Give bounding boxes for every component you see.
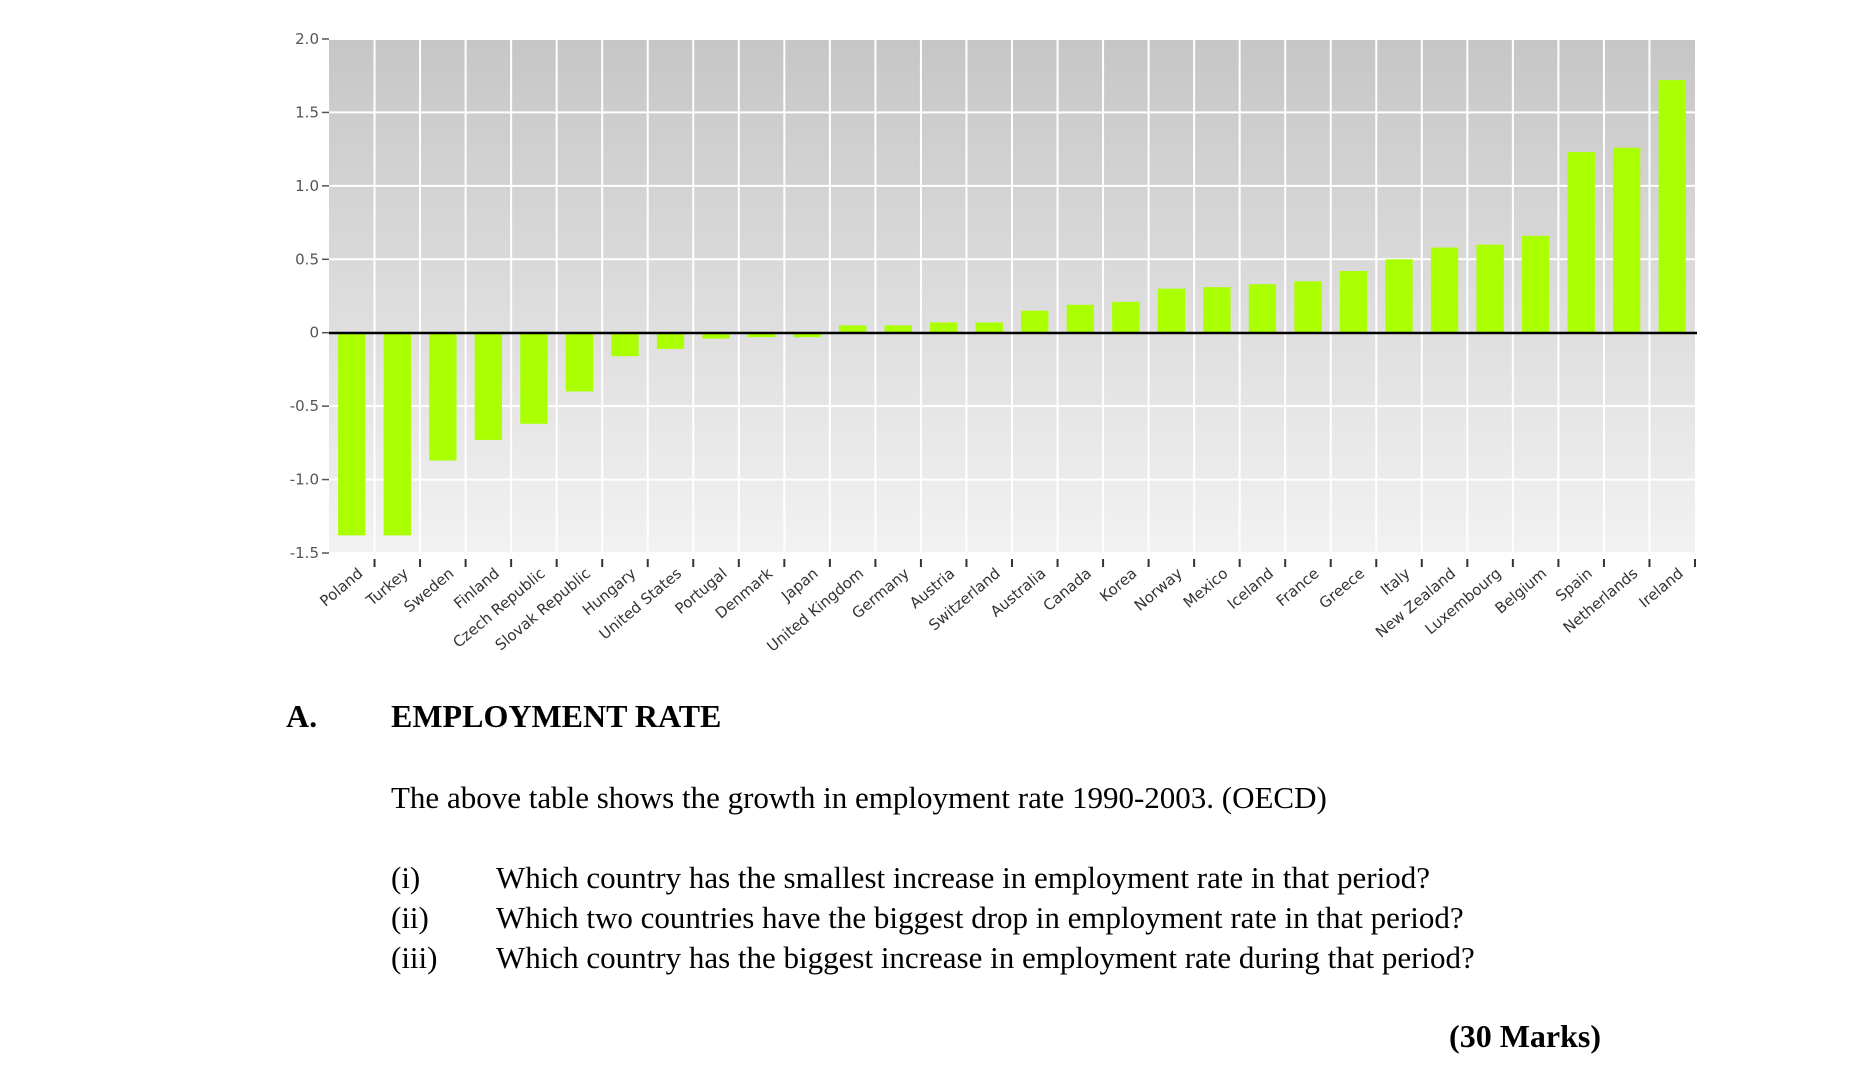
bar-czech-republic	[520, 332, 548, 424]
x-label-france: France	[1273, 564, 1323, 610]
bar-belgium	[1521, 235, 1550, 333]
bar-austria	[930, 322, 958, 333]
x-label-iceland: Iceland	[1224, 564, 1277, 613]
x-label-canada: Canada	[1040, 564, 1095, 614]
x-label-poland: Poland	[316, 564, 366, 610]
x-axis-ticks	[373, 559, 1696, 567]
bar-new-zealand	[1430, 247, 1459, 333]
bar-denmark	[747, 332, 776, 338]
bar-korea	[1112, 301, 1140, 333]
bar-united-kingdom	[838, 325, 867, 333]
bar-canada	[1066, 304, 1094, 333]
question-3-number: (iii)	[391, 940, 438, 975]
y-tick-label: 0	[309, 324, 319, 342]
bar-netherlands	[1613, 147, 1641, 333]
x-label-sweden: Sweden	[400, 564, 457, 616]
bar-hungary	[611, 332, 639, 357]
grid-lines	[329, 38, 1695, 554]
bar-slovak-republic	[565, 332, 594, 392]
bar-australia	[1021, 310, 1049, 333]
bar-japan	[793, 332, 821, 338]
bar-poland	[338, 332, 366, 536]
marks-label: (30 Marks)	[1449, 1018, 1601, 1054]
y-tick-label: 1.5	[295, 103, 319, 121]
bar-turkey	[383, 332, 411, 536]
bar-portugal	[702, 332, 730, 339]
bar-mexico	[1203, 287, 1231, 333]
bar-italy	[1385, 259, 1413, 333]
bar-sweden	[429, 332, 457, 461]
y-axis-ticks: 2.0 1.5 1.0 0.5 0 -0.5 -1.0 -1.5	[290, 30, 329, 562]
employment-growth-chart: 2.0 1.5 1.0 0.5 0 -0.5 -1.0 -1.5 PolandTurkeySw…	[290, 30, 1697, 655]
y-tick-label: 1.0	[295, 177, 319, 195]
x-label-norway: Norway	[1131, 564, 1186, 614]
y-tick-label: -1.5	[290, 544, 319, 562]
section-title: EMPLOYMENT RATE	[391, 698, 722, 734]
bar-finland	[474, 332, 503, 440]
x-label-italy: Italy	[1377, 564, 1414, 599]
bar-iceland	[1248, 284, 1277, 333]
bar-germany	[884, 325, 912, 333]
bar-greece	[1339, 271, 1368, 333]
bars	[338, 80, 1686, 536]
x-label-ireland: Ireland	[1635, 564, 1686, 611]
question-1-number: (i)	[391, 860, 421, 895]
y-tick-label: 2.0	[295, 30, 319, 48]
question-1-text: Which country has the smallest increase …	[496, 860, 1430, 895]
bar-switzerland	[975, 322, 1003, 333]
bar-luxembourg	[1476, 244, 1504, 333]
x-label-mexico: Mexico	[1180, 564, 1232, 611]
section-intro: The above table shows the growth in empl…	[391, 780, 1327, 815]
question-2-number: (ii)	[391, 900, 429, 935]
bar-united-states	[656, 332, 685, 349]
section-number: A.	[286, 698, 318, 734]
x-label-belgium: Belgium	[1492, 564, 1551, 617]
x-label-greece: Greece	[1316, 564, 1368, 612]
question-3-text: Which country has the biggest increase i…	[496, 940, 1475, 975]
y-tick-label: -0.5	[290, 397, 319, 415]
y-tick-label: -1.0	[290, 471, 319, 489]
bar-norway	[1157, 288, 1186, 333]
y-tick-label: 0.5	[295, 250, 319, 268]
bar-spain	[1567, 152, 1595, 333]
bar-france	[1294, 281, 1322, 333]
bar-ireland	[1658, 80, 1686, 333]
question-2-text: Which two countries have the biggest dro…	[496, 900, 1464, 935]
